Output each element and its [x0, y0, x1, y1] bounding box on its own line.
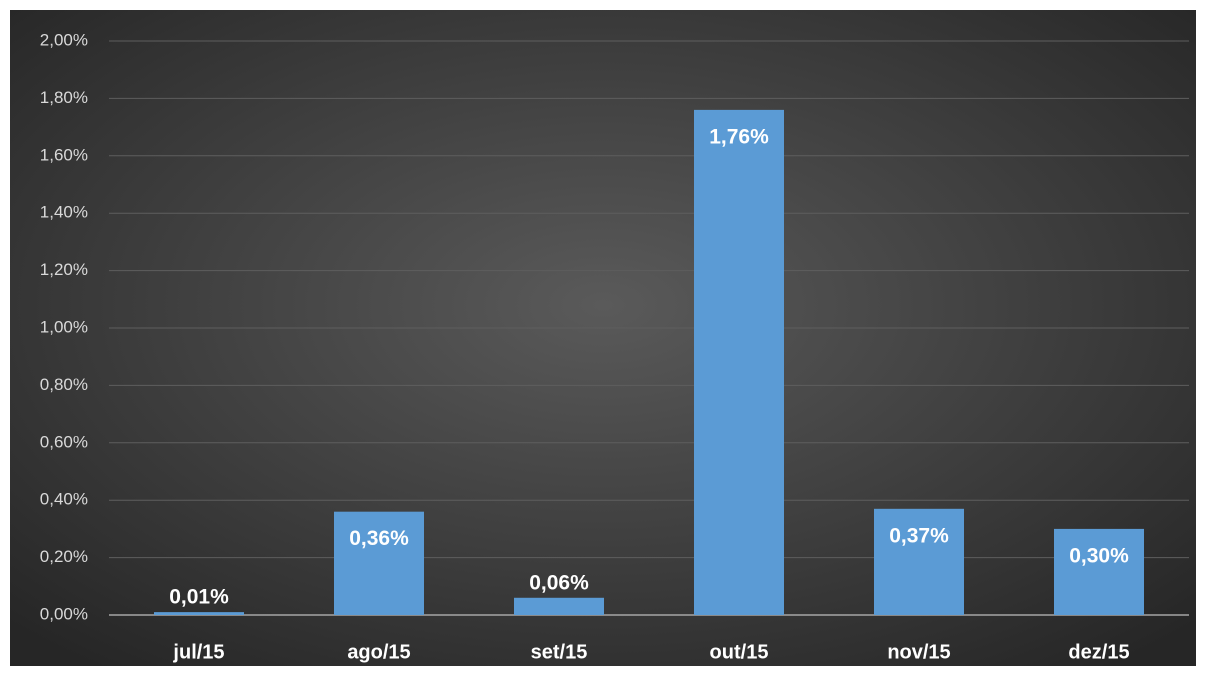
y-tick-label: 0,60%	[40, 432, 88, 451]
x-tick-label: ago/15	[347, 641, 410, 663]
y-tick-label: 0,20%	[40, 547, 88, 566]
y-tick-label: 0,80%	[40, 375, 88, 394]
bar	[334, 511, 424, 615]
y-tick-label: 2,00%	[40, 30, 88, 49]
data-label: 0,06%	[529, 571, 589, 594]
bar	[154, 612, 244, 615]
y-tick-label: 0,40%	[40, 490, 88, 509]
bar	[1054, 528, 1144, 615]
data-label: 0,01%	[169, 586, 229, 609]
bar	[694, 109, 784, 615]
x-tick-label: nov/15	[887, 641, 950, 663]
y-tick-label: 1,60%	[40, 145, 88, 164]
data-label: 0,36%	[349, 527, 409, 550]
x-tick-label: jul/15	[172, 641, 224, 663]
data-label: 1,76%	[709, 125, 769, 148]
y-tick-label: 1,80%	[40, 88, 88, 107]
y-tick-label: 0,00%	[40, 604, 88, 623]
data-label: 0,37%	[889, 524, 949, 547]
x-tick-label: out/15	[710, 641, 769, 663]
x-tick-label: dez/15	[1068, 641, 1129, 663]
bar	[514, 597, 604, 615]
chart-background	[10, 10, 1196, 666]
y-tick-label: 1,00%	[40, 317, 88, 336]
data-label: 0,30%	[1069, 544, 1129, 567]
bar	[874, 508, 964, 615]
y-tick-label: 1,40%	[40, 203, 88, 222]
y-tick-label: 1,20%	[40, 260, 88, 279]
x-tick-label: set/15	[531, 641, 588, 663]
